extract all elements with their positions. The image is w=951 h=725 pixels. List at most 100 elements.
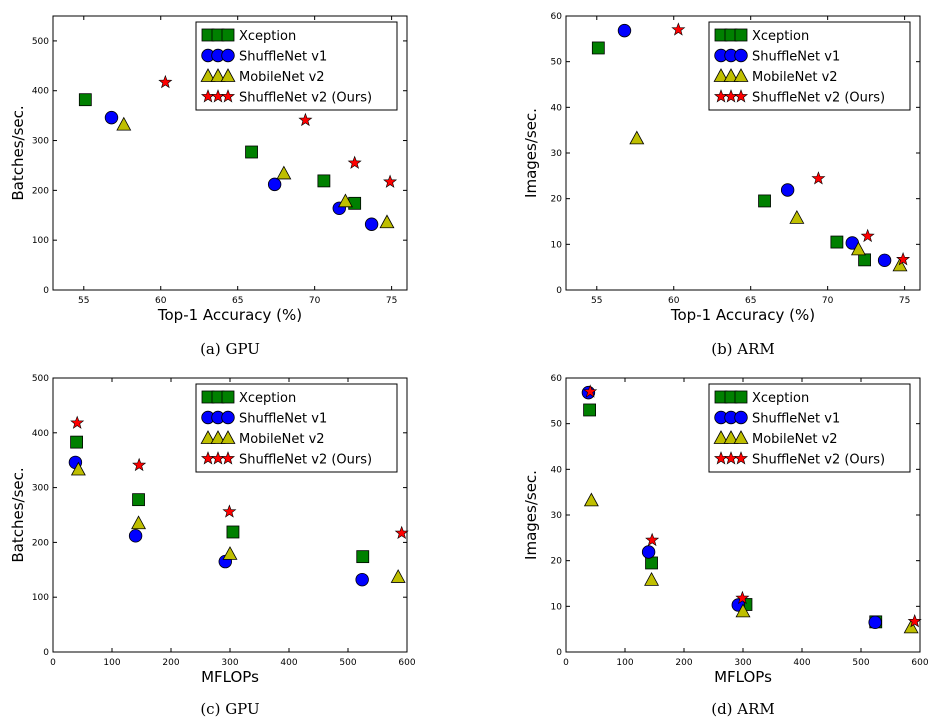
legend: Xception ShuffleNet v1 MobileNet v2 Shuffle… bbox=[195, 21, 398, 111]
data-point bbox=[383, 174, 398, 188]
subfigure-caption: (b) ARM bbox=[711, 340, 775, 358]
y-axis-label: Images/sec. bbox=[522, 108, 540, 198]
series-mobilenet-v2 bbox=[629, 130, 908, 272]
legend-marker bbox=[733, 451, 749, 465]
y-tick-label: 0 bbox=[556, 286, 562, 296]
legend-entry: MobileNet v2 bbox=[752, 432, 838, 447]
data-point bbox=[860, 228, 875, 243]
subfigure-caption: (c) GPU bbox=[200, 700, 259, 718]
legend-entry: Xception bbox=[239, 391, 296, 406]
data-point bbox=[158, 74, 173, 89]
x-tick-label: 70 bbox=[309, 296, 321, 306]
legend-marker bbox=[734, 28, 748, 42]
legend-marker bbox=[734, 390, 748, 404]
data-point bbox=[132, 493, 145, 507]
series-shufflenet-v1 bbox=[104, 110, 379, 231]
series-mobilenet-v2 bbox=[583, 492, 919, 634]
x-tick-label: 400 bbox=[793, 658, 810, 668]
data-point bbox=[267, 177, 282, 192]
legend-marker bbox=[200, 430, 216, 444]
legend-entry: MobileNet v2 bbox=[239, 70, 325, 85]
y-tick-label: 30 bbox=[551, 511, 563, 521]
legend-entry: MobileNet v2 bbox=[239, 432, 325, 447]
data-point bbox=[583, 403, 596, 417]
data-point bbox=[276, 165, 292, 180]
x-tick-label: 100 bbox=[616, 658, 633, 668]
data-point bbox=[298, 112, 313, 127]
data-point bbox=[337, 193, 353, 208]
series-xception bbox=[70, 435, 370, 564]
data-point bbox=[629, 130, 645, 145]
x-tick-label: 0 bbox=[563, 658, 569, 668]
y-axis-label: Images/sec. bbox=[522, 470, 540, 560]
data-point bbox=[390, 569, 406, 583]
legend-marker bbox=[733, 430, 749, 444]
y-tick-label: 50 bbox=[551, 420, 563, 430]
data-point bbox=[116, 116, 132, 131]
legend-marker bbox=[220, 451, 236, 465]
x-tick-label: 70 bbox=[822, 296, 834, 306]
data-point bbox=[644, 572, 660, 586]
y-tick-label: 100 bbox=[32, 236, 49, 246]
y-tick-label: 500 bbox=[32, 37, 49, 47]
plot-frame bbox=[52, 15, 408, 291]
x-axis-label: MFLOPs bbox=[714, 668, 772, 686]
legend-marker bbox=[733, 89, 749, 103]
data-point bbox=[131, 515, 147, 530]
series-mobilenet-v2 bbox=[70, 461, 406, 583]
data-point bbox=[78, 93, 92, 107]
x-tick-label: 60 bbox=[155, 296, 167, 306]
y-tick-label: 0 bbox=[43, 286, 49, 296]
legend-marker bbox=[733, 68, 749, 82]
y-tick-label: 10 bbox=[551, 602, 563, 612]
x-tick-label: 65 bbox=[232, 296, 243, 306]
x-tick-label: 75 bbox=[899, 296, 910, 306]
legend-marker bbox=[220, 89, 236, 103]
data-point bbox=[645, 532, 660, 547]
x-tick-label: 300 bbox=[734, 658, 751, 668]
legend-entry: Xception bbox=[752, 391, 809, 406]
legend-marker bbox=[210, 68, 226, 82]
x-tick-label: 400 bbox=[280, 658, 297, 668]
x-tick-label: 60 bbox=[668, 296, 680, 306]
data-point bbox=[907, 614, 922, 628]
data-point bbox=[850, 241, 866, 256]
legend-marker bbox=[713, 430, 729, 444]
legend-entry: MobileNet v2 bbox=[752, 70, 838, 85]
legend-entry: ShuffleNet v2 (Ours) bbox=[752, 453, 885, 468]
series-shufflenet-v1 bbox=[68, 455, 369, 587]
data-point bbox=[868, 615, 882, 630]
legend-marker bbox=[221, 390, 235, 404]
y-tick-label: 50 bbox=[551, 58, 563, 68]
data-point bbox=[355, 572, 369, 587]
data-point bbox=[758, 194, 771, 208]
y-tick-label: 300 bbox=[32, 484, 49, 494]
data-point bbox=[877, 253, 892, 268]
legend-marker bbox=[220, 430, 236, 444]
series-shufflenet-v2-ours bbox=[671, 22, 911, 266]
legend: Xception ShuffleNet v1 MobileNet v2 Shuffle… bbox=[708, 383, 911, 473]
x-axis-label: Top-1 Accuracy (%) bbox=[670, 306, 815, 324]
x-tick-label: 500 bbox=[852, 658, 869, 668]
x-tick-label: 600 bbox=[911, 658, 928, 668]
y-tick-label: 60 bbox=[551, 12, 563, 22]
legend-marker bbox=[723, 430, 739, 444]
data-point bbox=[222, 546, 238, 560]
y-tick-label: 100 bbox=[32, 593, 49, 603]
legend-entry: ShuffleNet v1 bbox=[752, 412, 840, 427]
legend: Xception ShuffleNet v1 MobileNet v2 Shuffle… bbox=[708, 21, 911, 111]
y-tick-label: 20 bbox=[551, 195, 563, 205]
x-axis-label: Top-1 Accuracy (%) bbox=[157, 306, 302, 324]
y-tick-label: 200 bbox=[32, 186, 49, 196]
data-point bbox=[735, 603, 751, 618]
legend-entry: ShuffleNet v1 bbox=[239, 412, 327, 427]
legend-marker bbox=[210, 430, 226, 444]
series-shufflenet-v2-ours bbox=[583, 384, 922, 628]
data-point bbox=[789, 210, 805, 224]
data-point bbox=[104, 110, 119, 125]
series-shufflenet-v2-ours bbox=[70, 415, 409, 540]
subfigure-caption: (a) GPU bbox=[200, 340, 260, 358]
data-point bbox=[356, 550, 370, 564]
